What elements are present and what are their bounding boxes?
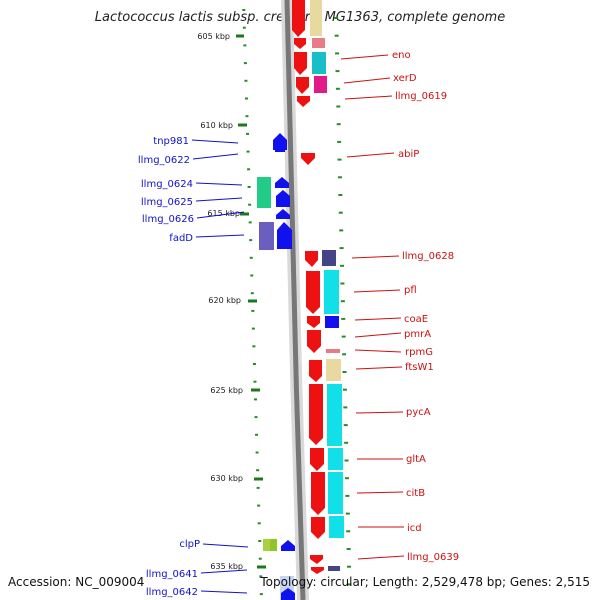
gene-label-right[interactable]: eno — [392, 50, 411, 61]
gene-arrow[interactable] — [273, 133, 287, 150]
gene-label-right[interactable]: llmg_0639 — [407, 552, 459, 563]
gene-label-left[interactable]: tnp981 — [153, 136, 189, 147]
gene-label-left[interactable]: llmg_0641 — [146, 569, 198, 580]
gene-label-left[interactable]: llmg_0622 — [138, 155, 190, 166]
gene-arrow[interactable] — [294, 38, 306, 49]
gene-arrow[interactable] — [276, 190, 290, 207]
gene-arrow[interactable] — [310, 555, 323, 564]
right-labels: eno xerD llmg_0619 abiP llmg_0628 pfl co… — [340, 50, 459, 563]
gene-label-right[interactable]: icd — [407, 523, 422, 534]
gene-arrow[interactable] — [296, 77, 309, 94]
reverse-strand-genes — [292, 0, 344, 574]
gene-label-left[interactable]: llmg_0624 — [141, 179, 193, 190]
gene-arrow[interactable] — [309, 384, 323, 445]
forward-strand-genes — [257, 133, 295, 600]
ticks-outer-right — [334, 17, 352, 586]
gene-label-right[interactable]: pmrA — [404, 329, 431, 340]
gene-arrow[interactable] — [309, 360, 322, 382]
gene-arrow[interactable] — [306, 271, 320, 314]
gene-label-left[interactable]: clpP — [179, 539, 200, 550]
gene-arrow[interactable] — [277, 222, 292, 249]
gene-arrow[interactable] — [310, 448, 324, 471]
gene-label-right[interactable]: gltA — [406, 454, 426, 465]
gene-label-right[interactable]: citB — [406, 488, 425, 499]
gene-label-right[interactable]: llmg_0619 — [395, 91, 447, 102]
gene-arrow[interactable] — [294, 52, 307, 75]
accession-text: Accession: NC_009004 — [8, 575, 145, 589]
gene-arrow[interactable] — [305, 251, 318, 267]
genome-summary: Topology: circular; Length: 2,529,478 bp… — [260, 575, 590, 589]
gene-arrow[interactable] — [307, 330, 321, 353]
gene-label-right[interactable]: llmg_0628 — [402, 251, 454, 262]
gene-label-right[interactable]: xerD — [393, 73, 417, 84]
left-labels: tnp981 llmg_0622 llmg_0624 llmg_0625 llm… — [138, 136, 249, 598]
kbp-axis: 605 kbp 610 kbp 615 kbp 620 kbp 625 kbp … — [197, 32, 266, 571]
gene-arrow[interactable] — [276, 209, 290, 219]
gene-label-right[interactable]: rpmG — [405, 347, 433, 358]
gene-label-right[interactable]: coaE — [404, 314, 428, 325]
kbp-label: 635 kbp — [210, 562, 243, 571]
ticks-inner-left — [242, 9, 263, 596]
gene-label-left[interactable]: fadD — [169, 233, 193, 244]
gene-arrow[interactable] — [311, 472, 325, 515]
kbp-label: 625 kbp — [210, 386, 243, 395]
gene-arrow[interactable] — [297, 96, 310, 107]
gene-arrow[interactable] — [307, 316, 320, 328]
gene-label-left[interactable]: llmg_0625 — [141, 197, 193, 208]
gene-arrow[interactable] — [281, 540, 295, 551]
gene-label-right[interactable]: pfl — [404, 285, 417, 296]
gene-arrow[interactable] — [275, 177, 289, 188]
backbone-line — [284, 0, 306, 600]
gene-label-right[interactable]: ftsW1 — [405, 362, 434, 373]
kbp-label: 605 kbp — [197, 32, 230, 41]
kbp-label: 620 kbp — [208, 296, 241, 305]
gene-arrow[interactable] — [311, 567, 324, 574]
kbp-label: 615 kbp — [207, 209, 240, 218]
kbp-label: 610 kbp — [200, 121, 233, 130]
gene-arrow[interactable] — [292, 0, 305, 37]
gene-label-right[interactable]: pycA — [406, 407, 431, 418]
gene-label-left[interactable]: llmg_0626 — [142, 214, 194, 225]
gene-arrow[interactable] — [311, 517, 325, 539]
gene-label-right[interactable]: abiP — [398, 149, 419, 160]
gene-label-left[interactable]: llmg_0642 — [146, 587, 198, 598]
gene-arrow[interactable] — [281, 588, 295, 600]
kbp-label: 630 kbp — [210, 474, 243, 483]
gene-arrow[interactable] — [301, 153, 315, 165]
